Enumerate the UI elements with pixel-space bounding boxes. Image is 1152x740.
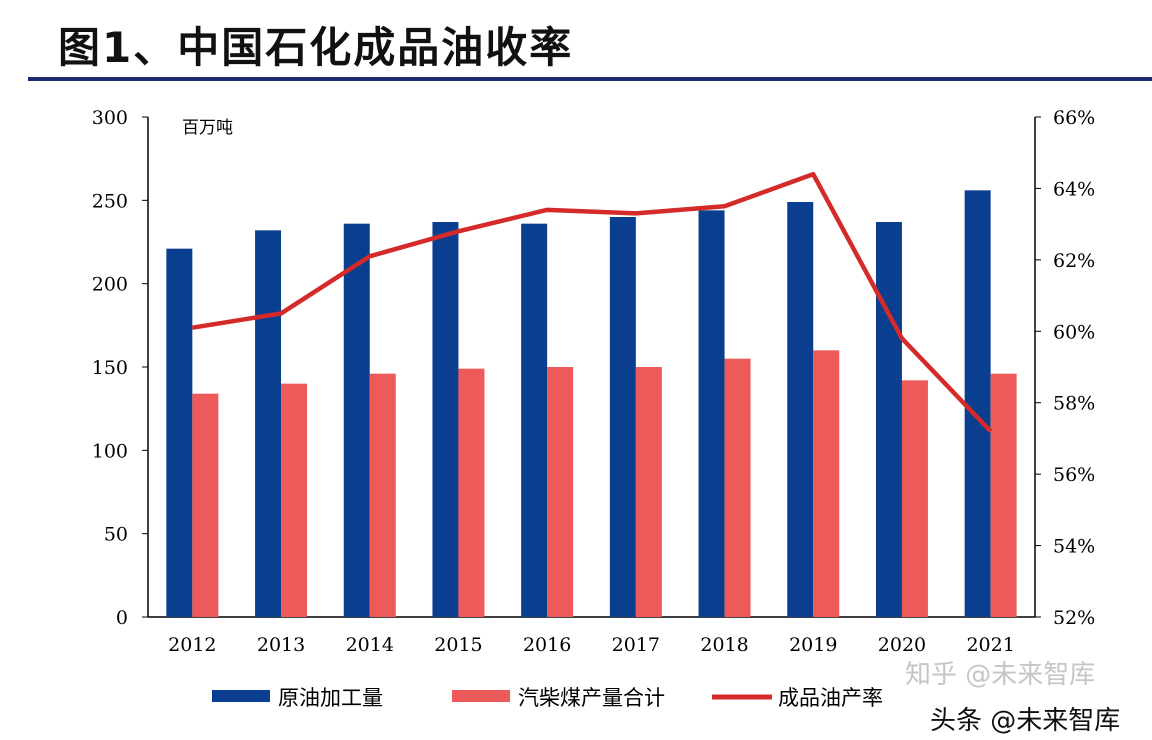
x-tick-label: 2021 [966, 634, 1014, 656]
left-tick-label: 300 [92, 107, 128, 129]
legend-swatch [212, 690, 270, 702]
right-tick-label: 58% [1053, 393, 1095, 415]
left-tick-label: 0 [116, 607, 128, 629]
bar-crude-processing [343, 223, 370, 617]
left-tick-label: 100 [92, 440, 128, 462]
legend-label: 原油加工量 [278, 686, 383, 710]
legend-label: 汽柴煤产量合计 [518, 686, 665, 710]
right-tick-label: 64% [1053, 178, 1095, 200]
bar-crude-processing [698, 210, 725, 618]
bar-refined-output [369, 373, 396, 617]
bar-crude-processing [609, 217, 636, 617]
x-tick-label: 2017 [612, 634, 660, 656]
bar-crude-processing [432, 222, 459, 617]
bar-crude-processing [964, 190, 991, 618]
bar-refined-output [990, 373, 1017, 617]
right-tick-label: 52% [1053, 607, 1095, 629]
x-tick-label: 2014 [346, 634, 394, 656]
x-tick-label: 2013 [257, 634, 305, 656]
chart-title: 图1、中国石化成品油收率 [58, 23, 574, 72]
watermark: 知乎 @未来智库 [905, 660, 1096, 690]
bar-refined-output [458, 368, 485, 617]
bar-crude-processing [787, 202, 814, 617]
x-tick-label: 2012 [168, 634, 216, 656]
right-tick-label: 56% [1053, 464, 1095, 486]
x-tick-label: 2020 [878, 634, 926, 656]
right-tick-label: 54% [1053, 536, 1095, 558]
bar-crude-processing [255, 230, 282, 618]
title-rule [28, 77, 1152, 81]
watermark: 头条 @未来智库 [930, 706, 1121, 736]
bar-crude-processing [521, 223, 548, 617]
right-tick-label: 66% [1053, 107, 1095, 129]
legend-swatch [452, 690, 510, 702]
left-tick-label: 200 [92, 274, 128, 296]
unit-label: 百万吨 [182, 118, 233, 138]
bar-refined-output [901, 380, 928, 617]
bar-refined-output [813, 350, 840, 617]
right-tick-label: 60% [1053, 321, 1095, 343]
bar-refined-output [281, 383, 308, 617]
x-tick-label: 2016 [523, 634, 571, 656]
bar-refined-output [635, 367, 662, 617]
bar-refined-output [724, 358, 751, 617]
legend-label: 成品油产率 [778, 686, 883, 710]
bar-refined-output [547, 367, 574, 617]
left-tick-label: 150 [92, 357, 128, 379]
x-tick-label: 2019 [789, 634, 837, 656]
x-tick-label: 2015 [434, 634, 482, 656]
bar-refined-output [192, 393, 219, 617]
left-tick-label: 250 [92, 190, 128, 212]
x-tick-label: 2018 [700, 634, 748, 656]
bar-crude-processing [166, 248, 193, 617]
bar-crude-processing [875, 222, 902, 617]
left-tick-label: 50 [104, 524, 128, 546]
right-tick-label: 62% [1053, 250, 1095, 272]
line-yield-rate [191, 171, 993, 433]
